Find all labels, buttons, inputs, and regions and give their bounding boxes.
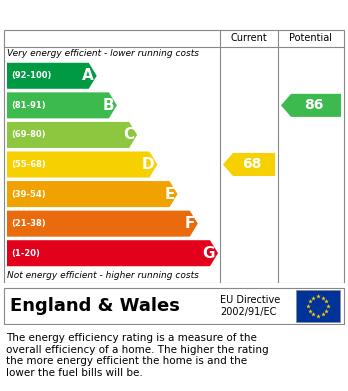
- Text: 68: 68: [242, 158, 262, 172]
- Text: Very energy efficient - lower running costs: Very energy efficient - lower running co…: [7, 50, 199, 59]
- Text: The energy efficiency rating is a measure of the
overall efficiency of a home. T: The energy efficiency rating is a measur…: [6, 333, 269, 378]
- Polygon shape: [7, 151, 157, 178]
- Polygon shape: [7, 63, 97, 89]
- Text: D: D: [142, 157, 155, 172]
- Text: (21-38): (21-38): [11, 219, 46, 228]
- Polygon shape: [223, 153, 275, 176]
- Text: E: E: [164, 187, 175, 202]
- Text: England & Wales: England & Wales: [10, 297, 180, 315]
- Text: (92-100): (92-100): [11, 71, 52, 80]
- Polygon shape: [281, 94, 341, 117]
- Polygon shape: [7, 240, 218, 266]
- Text: B: B: [102, 98, 114, 113]
- Bar: [296, 290, 340, 322]
- Text: 86: 86: [304, 99, 324, 112]
- Text: (39-54): (39-54): [11, 190, 46, 199]
- Polygon shape: [7, 211, 198, 237]
- Polygon shape: [7, 181, 177, 207]
- Text: Potential: Potential: [290, 33, 332, 43]
- Polygon shape: [7, 122, 137, 148]
- Text: A: A: [82, 68, 94, 83]
- Polygon shape: [7, 92, 117, 118]
- Text: G: G: [203, 246, 215, 261]
- Text: (55-68): (55-68): [11, 160, 46, 169]
- Text: (1-20): (1-20): [11, 249, 40, 258]
- Text: Energy Efficiency Rating: Energy Efficiency Rating: [8, 7, 218, 22]
- Text: (69-80): (69-80): [11, 131, 46, 140]
- Text: (81-91): (81-91): [11, 101, 46, 110]
- Text: EU Directive
2002/91/EC: EU Directive 2002/91/EC: [220, 295, 280, 317]
- Text: Not energy efficient - higher running costs: Not energy efficient - higher running co…: [7, 271, 199, 280]
- Text: Current: Current: [231, 33, 267, 43]
- Text: F: F: [184, 216, 195, 231]
- Text: C: C: [123, 127, 134, 142]
